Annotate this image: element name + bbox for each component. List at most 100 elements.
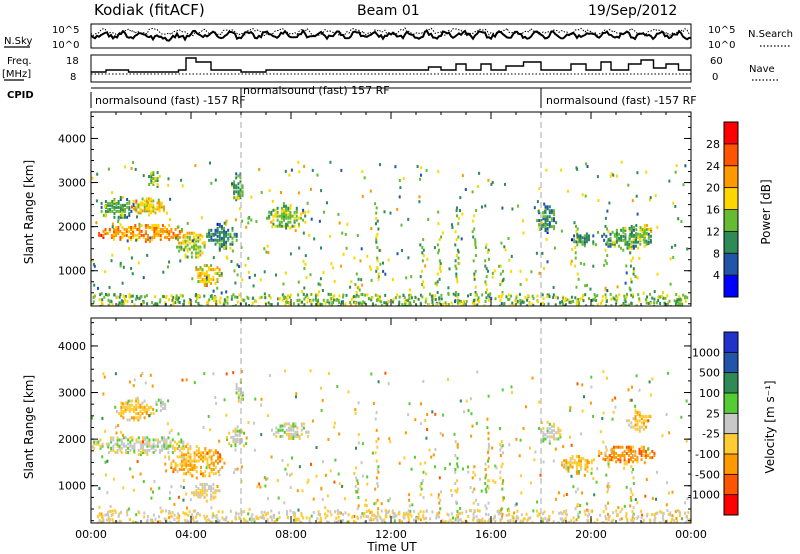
- scatter-cell: [413, 455, 416, 459]
- scatter-cell: [456, 301, 459, 305]
- scatter-cell: [208, 449, 211, 453]
- scatter-cell: [135, 416, 138, 420]
- scatter-cell: [119, 207, 122, 211]
- scatter-cell: [476, 519, 479, 523]
- scatter-cell: [410, 296, 413, 300]
- scatter-cell: [279, 428, 282, 432]
- scatter-cell: [546, 260, 549, 264]
- scatter-cell: [239, 190, 242, 194]
- scatter-cell: [156, 438, 159, 442]
- colorbar-swatch: [724, 165, 738, 189]
- scatter-cell: [634, 423, 637, 427]
- scatter-cell: [195, 300, 197, 303]
- scatter-cell: [289, 206, 292, 210]
- scatter-cell: [103, 375, 106, 379]
- scatter-cell: [607, 512, 609, 516]
- scatter-cell: [624, 234, 627, 238]
- scatter-cell: [289, 220, 292, 224]
- scatter-cell: [110, 233, 113, 237]
- scatter-cell: [276, 302, 279, 306]
- freq-label-1: Freq.: [7, 56, 32, 67]
- scatter-cell: [182, 511, 185, 515]
- scatter-cell: [413, 300, 416, 303]
- scatter-cell: [457, 512, 460, 516]
- scatter-cell: [203, 514, 206, 518]
- scatter-cell: [542, 297, 545, 301]
- cpid-segment-1: normalsound (fast) -157 RF: [95, 94, 246, 107]
- scatter-cell: [293, 515, 296, 519]
- scatter-cell: [187, 463, 190, 467]
- scatter-cell: [680, 220, 683, 224]
- scatter-cell: [144, 438, 147, 442]
- scatter-cell: [212, 453, 215, 457]
- scatter-cell: [223, 238, 225, 242]
- scatter-cell: [113, 215, 116, 219]
- scatter-cell: [647, 415, 650, 419]
- scatter-cell: [203, 491, 206, 495]
- scatter-cell: [221, 457, 224, 461]
- scatter-cell: [501, 388, 504, 392]
- scatter-cell: [550, 211, 553, 215]
- scatter-cell: [235, 184, 238, 188]
- scatter-cell: [584, 194, 587, 198]
- scatter-cell: [195, 465, 198, 469]
- scatter-cell: [163, 446, 166, 450]
- scatter-cell: [137, 412, 140, 416]
- scatter-cell: [498, 509, 501, 513]
- scatter-cell: [169, 440, 172, 444]
- scatter-cell: [377, 294, 379, 298]
- scatter-cell: [520, 513, 523, 517]
- scatter-cell: [119, 449, 122, 453]
- scatter-cell: [132, 226, 135, 229]
- scatter-cell: [181, 229, 183, 233]
- scatter-cell: [285, 204, 288, 208]
- scatter-cell: [524, 295, 527, 299]
- scatter-cell: [581, 193, 584, 197]
- scatter-cell: [514, 503, 517, 507]
- scatter-cell: [247, 256, 250, 260]
- scatter-cell: [130, 267, 133, 270]
- colorbar-swatch: [724, 143, 738, 167]
- scatter-cell: [465, 510, 468, 514]
- scatter-cell: [225, 244, 228, 248]
- scatter-cell: [236, 429, 239, 433]
- scatter-cell: [407, 515, 410, 519]
- scatter-cell: [210, 234, 213, 238]
- scatter-cell: [421, 259, 424, 263]
- scatter-cell: [172, 235, 175, 239]
- scatter-cell: [263, 270, 266, 274]
- scatter-cell: [425, 436, 428, 440]
- scatter-cell: [466, 520, 468, 523]
- scatter-cell: [251, 513, 254, 517]
- scatter-cell: [98, 518, 101, 522]
- scatter-cell: [302, 218, 305, 222]
- scatter-cell: [590, 509, 593, 513]
- scatter-cell: [329, 510, 332, 514]
- scatter-cell: [553, 225, 555, 229]
- scatter-cell: [361, 170, 364, 174]
- scatter-cell: [241, 184, 244, 188]
- scatter-cell: [512, 519, 515, 523]
- nsky-tick-bottom: 10^0: [52, 40, 79, 51]
- scatter-cell: [618, 244, 620, 248]
- colorbar-swatch: [724, 332, 738, 353]
- scatter-cell: [459, 518, 462, 522]
- scatter-cell: [96, 521, 99, 523]
- scatter-cell: [429, 517, 432, 521]
- scatter-cell: [197, 280, 200, 283]
- scatter-cell: [135, 438, 138, 442]
- scatter-cell: [116, 448, 119, 452]
- scatter-cell: [574, 507, 577, 511]
- scatter-cell: [511, 207, 514, 211]
- scatter-cell: [251, 304, 254, 306]
- scatter-cell: [111, 200, 114, 203]
- scatter-cell: [151, 237, 154, 241]
- scatter-cell: [332, 298, 335, 302]
- scatter-cell: [121, 203, 124, 207]
- scatter-cell: [215, 303, 218, 306]
- scatter-cell: [281, 298, 284, 302]
- scatter-cell: [268, 521, 271, 523]
- scatter-cell: [606, 456, 609, 460]
- scatter-cell: [473, 302, 476, 306]
- scatter-cell: [124, 401, 127, 405]
